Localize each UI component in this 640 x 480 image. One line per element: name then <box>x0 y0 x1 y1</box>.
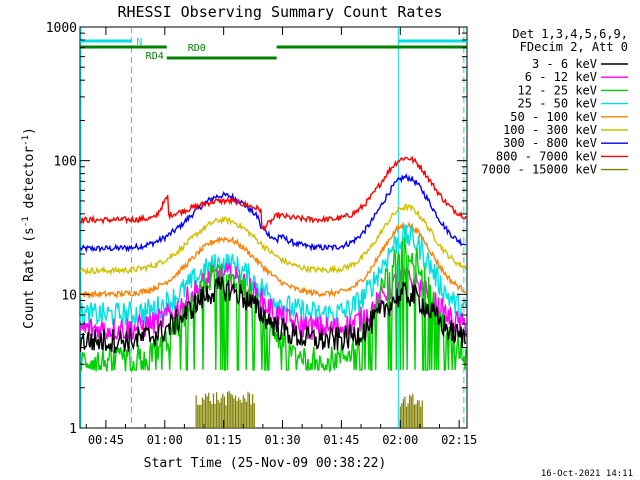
series-line <box>79 221 467 300</box>
x-tick-label: 01:30 <box>264 433 300 447</box>
y-axis-label: Count Rate (s-1 detector-1) <box>21 127 37 329</box>
legend-header-line: FDecim 2, Att 0 <box>520 40 628 54</box>
x-tick-label: 01:15 <box>206 433 242 447</box>
legend-label: 3 - 6 keV <box>532 57 597 71</box>
x-tick-label: 01:45 <box>323 433 359 447</box>
y-tick-label: 1 <box>69 422 77 437</box>
footer-date: 16-Oct-2021 14:11 <box>541 469 633 479</box>
y-axis-label-part: Count Rate (s <box>22 227 37 329</box>
y-axis-label-exponent: -1 <box>21 216 31 227</box>
series-line <box>79 173 467 254</box>
legend: Det 1,3,4,5,6,9, FDecim 2, Att 0 3 - 6 k… <box>481 27 628 177</box>
plot-frame <box>79 26 468 429</box>
legend-label: 12 - 25 keV <box>518 83 597 97</box>
series-line <box>80 155 467 232</box>
chart-title: RHESSI Observing Summary Count Rates <box>117 3 442 21</box>
y-tick-label: 10 <box>61 288 77 303</box>
legend-label: 6 - 12 keV <box>525 70 597 84</box>
state-bars: N RD0 RD4 <box>80 37 467 62</box>
legend-label: 25 - 50 keV <box>518 97 597 111</box>
y-axis-label-part: detector <box>22 146 37 217</box>
x-tick-label: 02:00 <box>382 433 418 447</box>
state-label: RD4 <box>146 51 164 62</box>
axes: 00:45 01:00 01:15 01:30 01:45 02:00 02:15 1 10 10… <box>46 21 478 447</box>
legend-label: 100 - 300 keV <box>503 123 597 137</box>
y-axis-label-exponent: -1 <box>21 135 31 146</box>
series-layer <box>79 155 467 428</box>
legend-label: 50 - 100 keV <box>510 110 597 124</box>
state-label: RD0 <box>188 43 206 54</box>
y-axis-label-part: ) <box>22 127 37 135</box>
x-tick-label: 01:00 <box>147 433 183 447</box>
state-label: N <box>136 37 142 48</box>
legend-label: 7000 - 15000 keV <box>481 163 597 177</box>
y-tick-label: 1000 <box>46 21 77 36</box>
series-line <box>79 203 467 276</box>
y-tick-label: 100 <box>54 155 77 170</box>
x-tick-label: 02:15 <box>441 433 477 447</box>
x-tick-label: 00:45 <box>88 433 124 447</box>
legend-label: 800 - 7000 keV <box>496 149 597 163</box>
series-line <box>79 276 467 354</box>
x-axis-label: Start Time (25-Nov-09 00:38:22) <box>144 456 387 471</box>
legend-header-line: Det 1,3,4,5,6,9, <box>512 27 628 41</box>
legend-label: 300 - 800 keV <box>503 136 597 150</box>
